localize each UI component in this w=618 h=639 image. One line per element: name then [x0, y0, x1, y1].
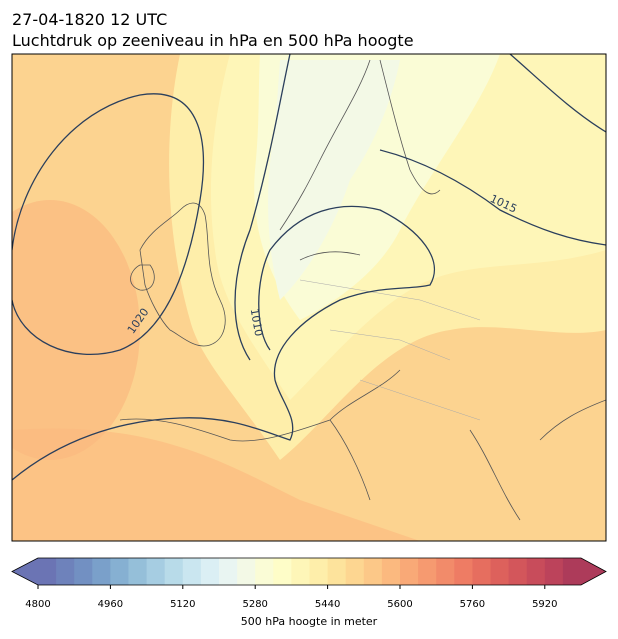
colorbar-label: 500 hPa hoogte in meter: [241, 615, 378, 628]
colorbar-segment: [219, 558, 238, 585]
colorbar-segment: [381, 558, 401, 585]
colorbar-segment: [74, 558, 93, 585]
colorbar-tick-label: 5920: [532, 599, 557, 610]
map-frame: [11, 53, 607, 542]
colorbar-segment: [454, 558, 473, 585]
colorbar-segment: [562, 558, 582, 585]
colorbar-segment: [400, 558, 419, 585]
colorbar-segment: [146, 558, 166, 585]
colorbar-segment: [526, 558, 546, 585]
colorbar-segment: [436, 558, 455, 585]
colorbar-segment: [273, 558, 292, 585]
colorbar-segment: [327, 558, 347, 585]
colorbar-tick-label: 4800: [25, 599, 50, 610]
colorbar-tick-label: 5440: [315, 599, 340, 610]
colorbar-segment: [508, 558, 528, 585]
colorbar-tick-label: 5280: [242, 599, 267, 610]
colorbar-segment: [544, 558, 564, 585]
colorbar-segment: [200, 558, 220, 585]
colorbar-segment: [309, 558, 329, 585]
colorbar-segment: [38, 558, 57, 585]
colorbar-segment: [345, 558, 365, 585]
colorbar-segment: [110, 558, 129, 585]
colorbar-extend-high: [581, 558, 606, 585]
colorbar-segment: [128, 558, 148, 585]
title: Luchtdruk op zeeniveau in hPa en 500 hPa…: [12, 31, 414, 50]
map: 1015 1020 1010: [12, 54, 606, 541]
colorbar-segment: [255, 558, 274, 585]
colorbar-tick-label: 5600: [387, 599, 412, 610]
colorbar-segment: [363, 558, 383, 585]
colorbar-segment: [92, 558, 111, 585]
colorbar-extend-low: [12, 558, 38, 585]
colorbar-segment: [237, 558, 256, 585]
colorbar: 4800 4960 5120 5280 5440 5600 5760 5920: [11, 557, 607, 610]
colorbar-segment: [164, 558, 184, 585]
colorbar-tick-label: 4960: [98, 599, 123, 610]
contour-label: 1010: [248, 307, 266, 337]
colorbar-tick-label: 5760: [460, 599, 485, 610]
colorbar-segment: [490, 558, 510, 585]
colorbar-segment: [418, 558, 437, 585]
colorbar-tick-label: 5120: [170, 599, 195, 610]
title-date: 27-04-1820 12 UTC: [12, 10, 167, 29]
colorbar-segment: [56, 558, 75, 585]
colorbar-segment: [182, 558, 202, 585]
colorbar-segment: [472, 558, 491, 585]
colorbar-frame: [11, 557, 607, 586]
colorbar-segment: [291, 558, 310, 585]
